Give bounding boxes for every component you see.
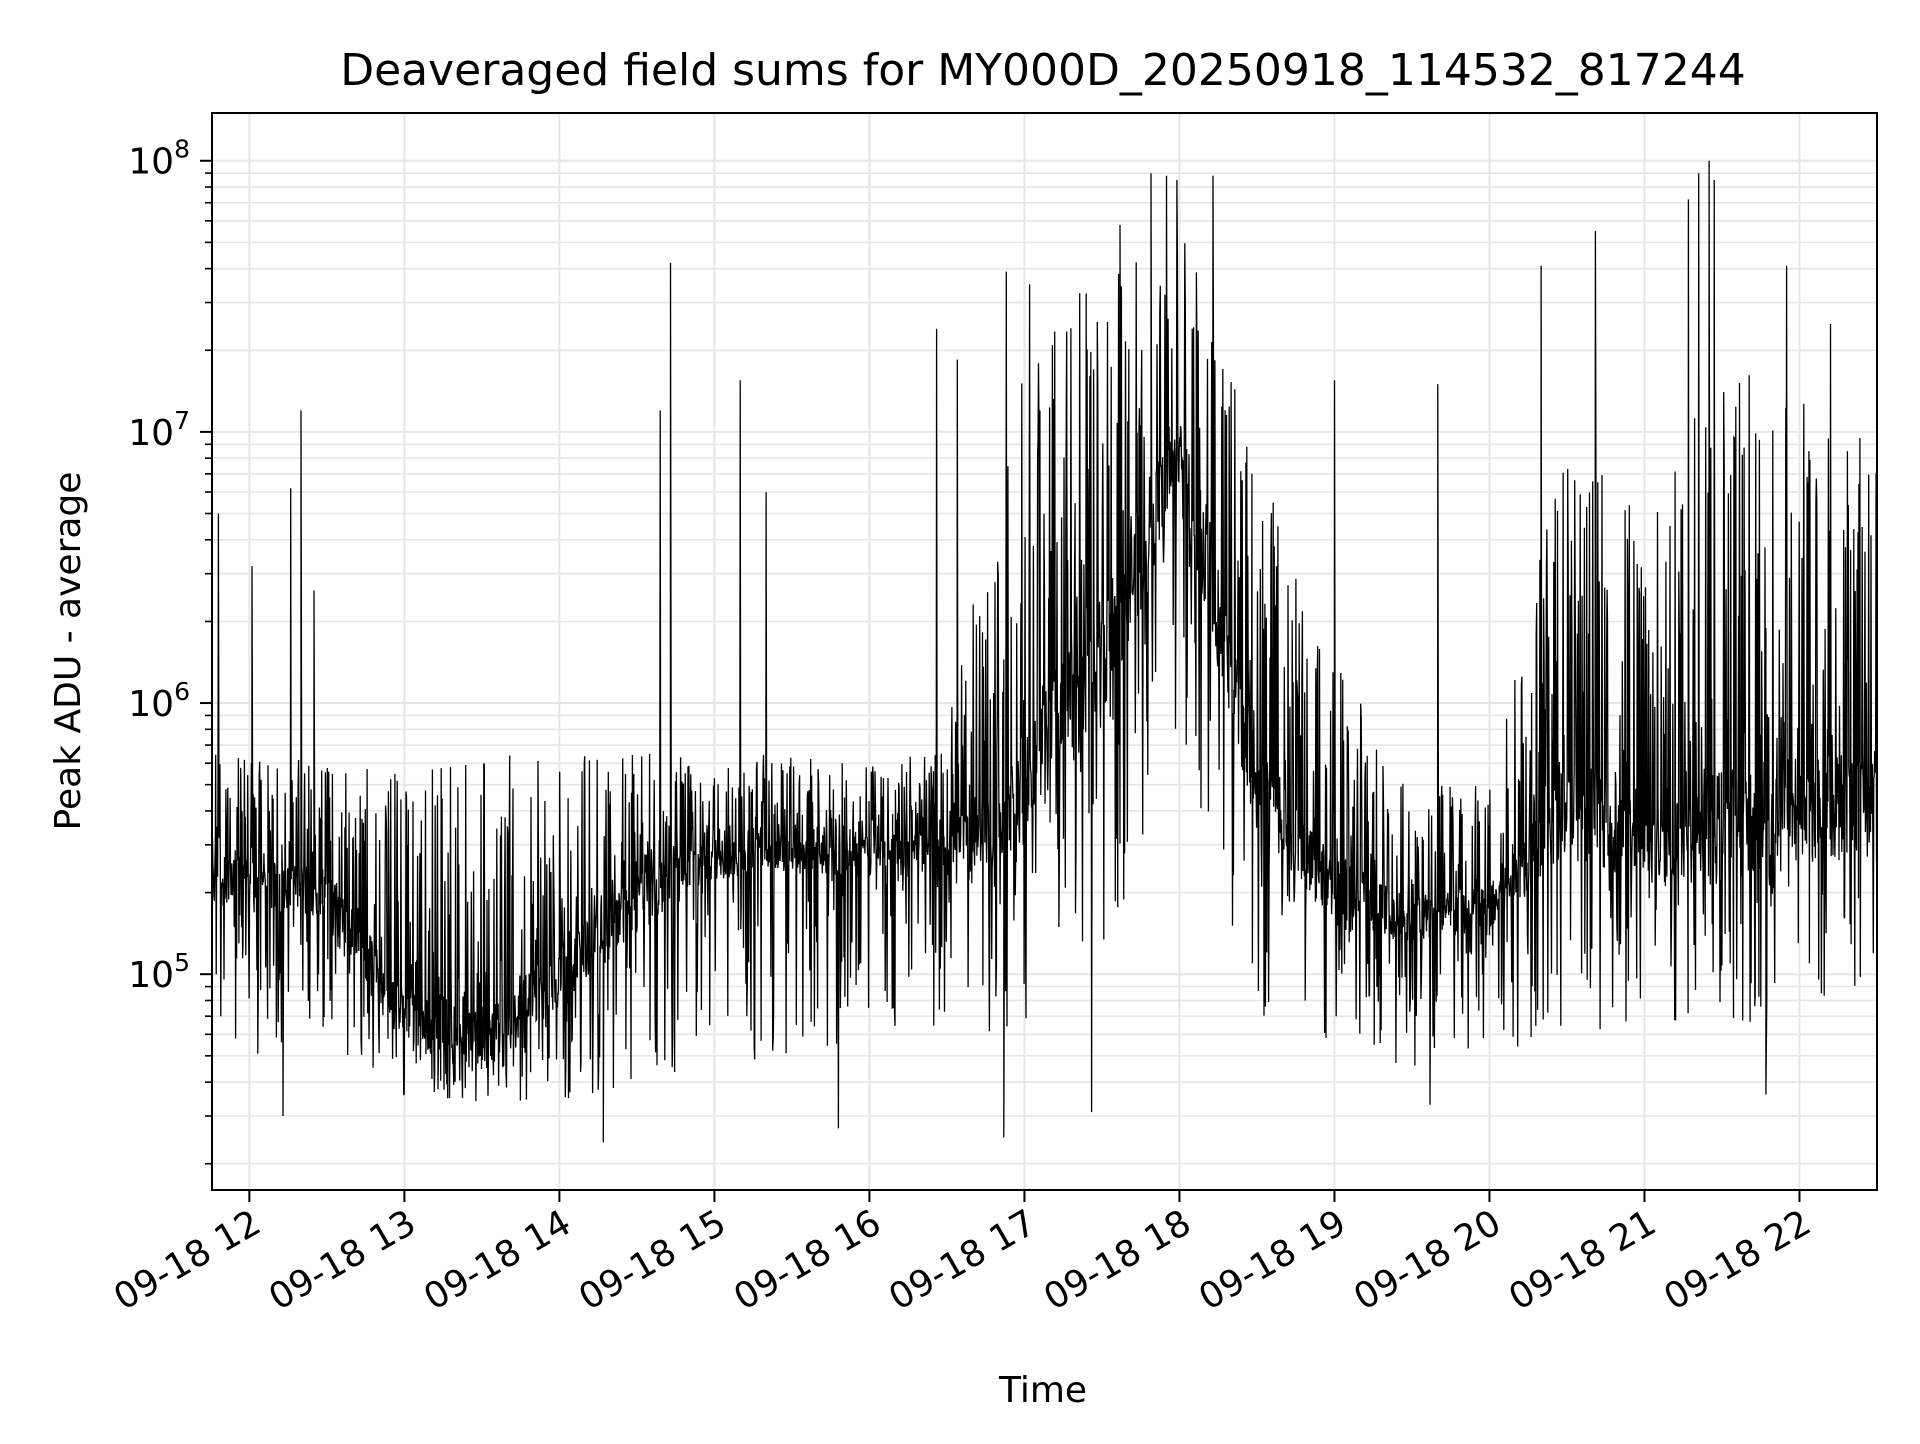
x-axis-label: Time xyxy=(998,1370,1087,1411)
y-axis-label: Peak ADU - average xyxy=(48,472,89,831)
chart-title: Deaveraged field sums for MY000D_2025091… xyxy=(340,45,1746,96)
